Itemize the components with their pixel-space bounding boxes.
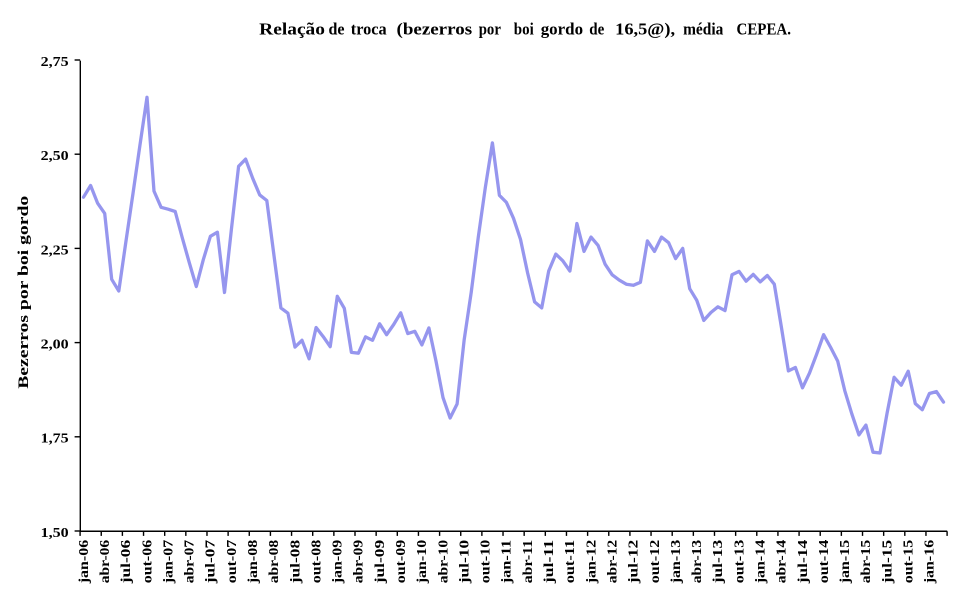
svg-text:2,25: 2,25 <box>41 242 69 257</box>
svg-text:abr-07: abr-07 <box>182 540 197 584</box>
svg-text:jul-07: jul-07 <box>203 540 218 585</box>
svg-text:abr-06: abr-06 <box>97 540 112 584</box>
svg-text:jan-13: jan-13 <box>668 540 683 585</box>
svg-text:out-13: out-13 <box>731 540 746 584</box>
svg-text:jul-15: jul-15 <box>879 540 894 585</box>
svg-text:jan-11: jan-11 <box>499 540 514 585</box>
svg-text:abr-12: abr-12 <box>605 540 620 584</box>
svg-text:jul-13: jul-13 <box>710 540 725 585</box>
svg-text:out-06: out-06 <box>139 540 154 584</box>
svg-text:troca: troca <box>351 20 387 39</box>
svg-text:abr-09: abr-09 <box>351 540 366 584</box>
svg-text:jan-07: jan-07 <box>160 540 175 585</box>
svg-text:jan-15: jan-15 <box>837 540 852 585</box>
svg-text:jan-14: jan-14 <box>753 540 768 585</box>
svg-text:jul-06: jul-06 <box>118 540 133 585</box>
svg-text:out-10: out-10 <box>478 540 493 584</box>
svg-text:jan-10: jan-10 <box>414 540 429 585</box>
svg-text:out-08: out-08 <box>308 540 323 584</box>
svg-text:jul-12: jul-12 <box>626 540 641 585</box>
svg-text:jan-16: jan-16 <box>922 540 937 585</box>
svg-text:1,50: 1,50 <box>41 525 69 540</box>
svg-text:jul-08: jul-08 <box>287 540 302 585</box>
svg-text:2,50: 2,50 <box>41 148 69 163</box>
svg-text:(bezerros: (bezerros <box>397 20 473 39</box>
svg-text:jan-12: jan-12 <box>583 540 598 585</box>
svg-text:out-09: out-09 <box>393 540 408 584</box>
svg-text:por: por <box>479 20 502 39</box>
svg-text:Bezerros por boi gordo: Bezerros por boi gordo <box>16 196 32 389</box>
svg-text:2,75: 2,75 <box>41 54 69 69</box>
svg-text:gordo: gordo <box>541 20 583 39</box>
svg-text:abr-10: abr-10 <box>435 540 450 584</box>
svg-text:out-07: out-07 <box>224 540 239 584</box>
svg-text:abr-14: abr-14 <box>774 540 789 584</box>
svg-text:abr-11: abr-11 <box>520 540 535 584</box>
svg-text:2,00: 2,00 <box>41 337 69 352</box>
svg-text:jan-06: jan-06 <box>76 540 91 585</box>
svg-text:boi: boi <box>514 20 534 39</box>
svg-text:jul-14: jul-14 <box>795 540 810 585</box>
svg-text:16,5@),: 16,5@), <box>615 20 675 39</box>
svg-text:média: média <box>683 20 724 39</box>
svg-text:abr-15: abr-15 <box>858 540 873 584</box>
svg-text:jul-11: jul-11 <box>541 540 556 585</box>
svg-text:out-15: out-15 <box>901 540 916 584</box>
svg-text:jan-08: jan-08 <box>245 540 260 585</box>
svg-text:jul-10: jul-10 <box>457 540 472 585</box>
svg-text:Relação: Relação <box>259 20 325 39</box>
svg-text:CEPEA.: CEPEA. <box>737 20 792 39</box>
svg-text:jul-09: jul-09 <box>372 540 387 585</box>
svg-text:de: de <box>329 20 345 39</box>
svg-text:abr-13: abr-13 <box>689 540 704 584</box>
svg-text:out-11: out-11 <box>562 540 577 584</box>
svg-text:1,75: 1,75 <box>41 431 69 446</box>
svg-text:jan-09: jan-09 <box>330 540 345 585</box>
svg-text:out-14: out-14 <box>816 540 831 584</box>
svg-text:de: de <box>589 20 604 39</box>
svg-text:abr-08: abr-08 <box>266 540 281 584</box>
svg-text:out-12: out-12 <box>647 540 662 584</box>
